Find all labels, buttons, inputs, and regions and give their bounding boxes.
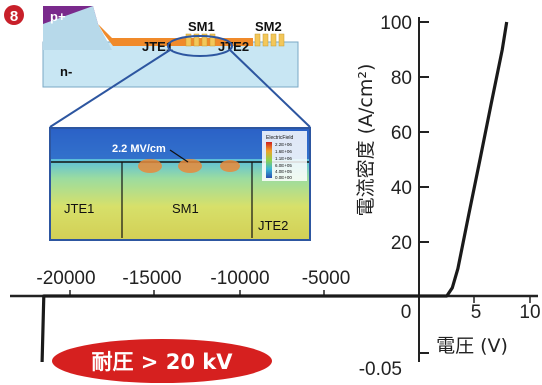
ring <box>278 33 285 47</box>
y-tick-label: 40 <box>391 178 412 199</box>
colorbar-tick: 1.1E+06 <box>275 156 292 161</box>
y-axis-label: 電流密度 (A/cm²) <box>355 64 377 217</box>
iv-curve-forward <box>419 21 509 298</box>
sm1-label: SM1 <box>188 19 215 34</box>
zoom-line-left <box>49 49 171 128</box>
breakdown-voltage-text: 耐圧 > 20 kV <box>92 350 234 374</box>
breakdown-voltage-banner <box>52 339 272 383</box>
colorbar-tick: 1.6E+06 <box>275 149 292 154</box>
y-tick-label: 60 <box>391 123 412 144</box>
ring <box>254 33 261 47</box>
ring <box>262 33 269 47</box>
zoom-line-right <box>229 49 311 128</box>
field-hotspot <box>178 159 202 173</box>
ring <box>270 33 277 47</box>
y-ticks: 100 80 60 40 20 -0.05 <box>359 13 429 380</box>
y-tick-label-negative: -0.05 <box>359 359 402 380</box>
x-tick-label: 10 <box>519 302 540 323</box>
x-tick-label: -20000 <box>36 268 95 289</box>
ring <box>193 33 200 47</box>
y-tick-label: 20 <box>391 233 412 254</box>
x-tick-label: -15000 <box>122 268 181 289</box>
y-tick-label: 100 <box>380 13 412 34</box>
x-axis-label: 電圧 (V) <box>436 335 508 357</box>
colorbar-tick: 2.2E+06 <box>275 142 292 147</box>
colorbar-tick: 6.0E+05 <box>275 163 292 168</box>
x-ticks: -20000 -15000 -10000 -5000 0 5 10 <box>36 268 540 323</box>
x-tick-label: -5000 <box>302 268 351 289</box>
mesa-edge <box>43 6 112 50</box>
figure-number: 8 <box>10 8 18 25</box>
n-minus-label: n- <box>60 64 72 79</box>
sim-region-sm1: SM1 <box>172 201 199 216</box>
y-tick-label: 80 <box>391 68 412 89</box>
field-pointer <box>169 149 189 163</box>
field-value-label: 2.2 MV/cm <box>112 143 166 155</box>
field-hotspot <box>220 160 240 172</box>
x-tick-label: 0 <box>401 302 412 323</box>
field-hotspot <box>138 159 162 173</box>
jte1-label: JTE1 <box>142 39 173 54</box>
jte1-region <box>98 24 175 46</box>
ring <box>209 33 216 47</box>
zoom-region-marker <box>167 35 233 57</box>
colorbar-tick: 4.0E+05 <box>275 169 292 174</box>
iv-curve-reverse <box>40 294 419 363</box>
sim-region-jte1: JTE1 <box>64 201 94 216</box>
colorbar <box>266 142 272 178</box>
sim-region-jte2: JTE2 <box>258 218 288 233</box>
ring <box>185 33 192 47</box>
device-cross-section: p+ n- JTE1 JTE2 SM1 SM2 <box>42 6 299 88</box>
ring <box>201 33 208 47</box>
p-plus-label: p+ <box>50 9 66 24</box>
jte2-label: JTE2 <box>218 39 249 54</box>
sm2-label: SM2 <box>255 19 282 34</box>
figure-number-badge <box>4 5 24 25</box>
colorbar-tick: 0.0E+00 <box>275 175 292 180</box>
field-simulation-panel: 2.2 MV/cm JTE1 SM1 JTE2 ElectricField 2.… <box>49 127 311 241</box>
x-tick-label: 5 <box>471 302 482 323</box>
x-tick-label: -10000 <box>210 268 269 289</box>
colorbar-title: ElectricField <box>266 135 293 141</box>
